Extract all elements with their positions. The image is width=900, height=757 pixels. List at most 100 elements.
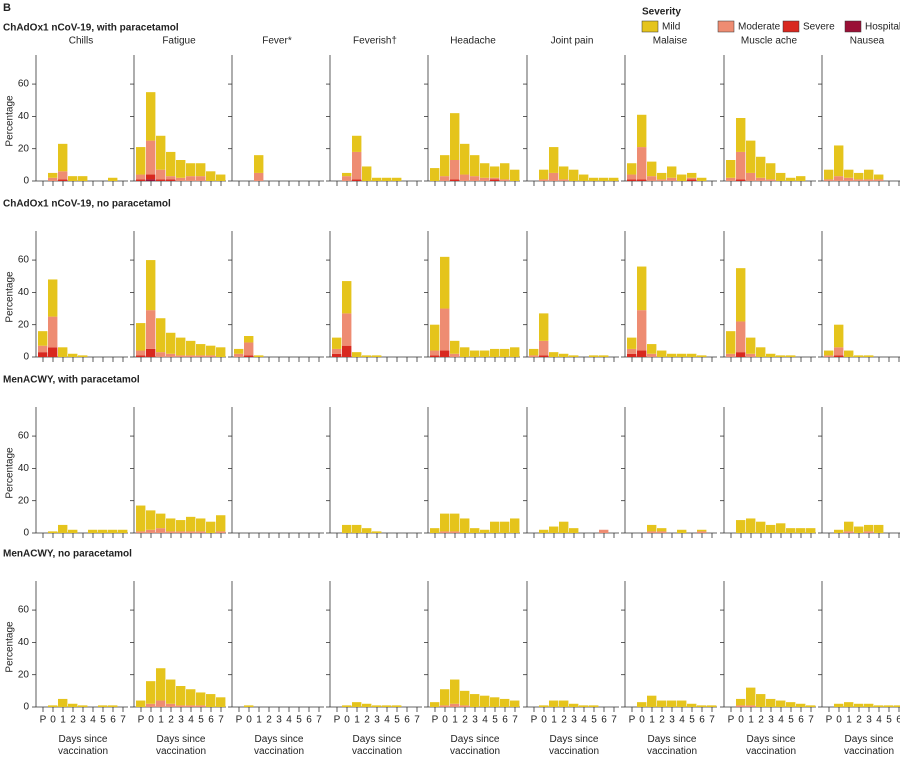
bar-segment [637,266,647,311]
x-axis-label: Days since vaccination [254,734,304,757]
bar-segment [756,347,766,357]
x-tick-label: 1 [256,715,262,726]
x-tick-label: 3 [80,715,86,726]
bar-segment [136,174,146,180]
bar-segment [450,513,460,532]
x-tick-label: 3 [571,715,577,726]
bar-segment [186,689,196,706]
x-tick-label: 2 [758,715,764,726]
bar-segment [539,705,549,707]
bar-segment [864,703,874,707]
bar-segment [166,332,176,354]
bar-segment [480,350,490,357]
bar-segment [569,528,579,533]
x-tick-label: 7 [316,715,322,726]
x-tick-label: 5 [788,715,794,726]
bar-segment [510,347,520,357]
bar-segment [579,705,589,707]
row-title: MenACWY, with paracetamol [3,375,140,386]
bar-segment [460,705,470,707]
bar-segment [500,163,510,180]
bar-segment [599,355,609,357]
bar-segment [746,140,756,173]
bar-segment [440,155,450,177]
bar-segment [342,176,352,181]
x-tick-label: P [826,715,833,726]
bar-segment [362,166,372,181]
bar-segment [176,355,186,357]
bar-segment [874,705,884,707]
panel-title: Fatigue [162,36,196,47]
bar-segment [687,179,697,181]
bar-segment [186,163,196,177]
bar-segment [48,177,58,181]
bar-segment [48,316,58,348]
legend-swatch [641,20,659,33]
bar-segment [874,179,884,181]
bar-segment [549,147,559,173]
bar-segment [48,172,58,178]
bar-segment [216,174,226,181]
bar-segment [844,169,854,178]
bar-segment [539,313,549,341]
bar-segment [657,531,667,533]
x-tick-label: 2 [364,715,370,726]
bar-segment [874,174,884,180]
bar-segment [854,179,864,181]
bar-segment [430,324,440,351]
y-tick-label: 0 [23,176,29,187]
bar-segment [647,176,657,181]
bar-segment [806,528,816,533]
bar-segment [736,698,746,706]
x-tick-label: 0 [541,715,547,726]
legend-title: Severity [642,7,681,18]
x-tick-label: 3 [276,715,282,726]
x-tick-label: 7 [808,715,814,726]
bar-segment [609,177,619,181]
y-tick-label: 20 [18,669,30,680]
bar-segment [874,524,884,533]
bar-segment [864,179,874,181]
x-tick-label: 1 [551,715,557,726]
bar-segment [667,353,677,357]
bar-segment [559,179,569,181]
bar-segment [88,529,98,533]
x-tick-label: P [334,715,341,726]
bar-segment [707,705,717,707]
bar-segment [726,353,736,357]
bar-segment [430,350,440,356]
x-tick-label: 1 [354,715,360,726]
row-title: MenACWY, no paracetamol [3,549,132,560]
bar-segment [470,528,480,533]
y-tick-label: 60 [18,79,30,90]
bar-segment [746,172,756,181]
legend-swatch [782,20,800,33]
bar-segment [677,174,687,181]
bar-segment [894,705,900,707]
bar-segment [58,171,68,180]
bar-segment [156,318,166,353]
legend-label: Mild [662,22,680,33]
bar-segment [657,528,667,532]
bar-segment [470,350,480,357]
bar-segment [136,355,146,357]
bar-segment [667,166,677,178]
bar-segment [766,179,776,181]
bar-segment [450,531,460,533]
bar-segment [549,352,559,357]
bar-segment [176,337,186,356]
x-tick-label: 7 [611,715,617,726]
bar-segment [697,355,707,357]
bar-segment [244,342,254,356]
x-tick-label: 6 [896,715,900,726]
x-tick-label: 2 [266,715,272,726]
bar-segment [146,703,156,707]
panel-title: Feverish† [353,36,397,47]
bar-segment [627,348,637,354]
bar-segment [68,176,78,181]
x-tick-label: 5 [591,715,597,726]
bar-segment [196,355,206,357]
bar-segment [186,176,196,181]
bar-segment [637,310,647,351]
bar-segment [677,353,687,357]
